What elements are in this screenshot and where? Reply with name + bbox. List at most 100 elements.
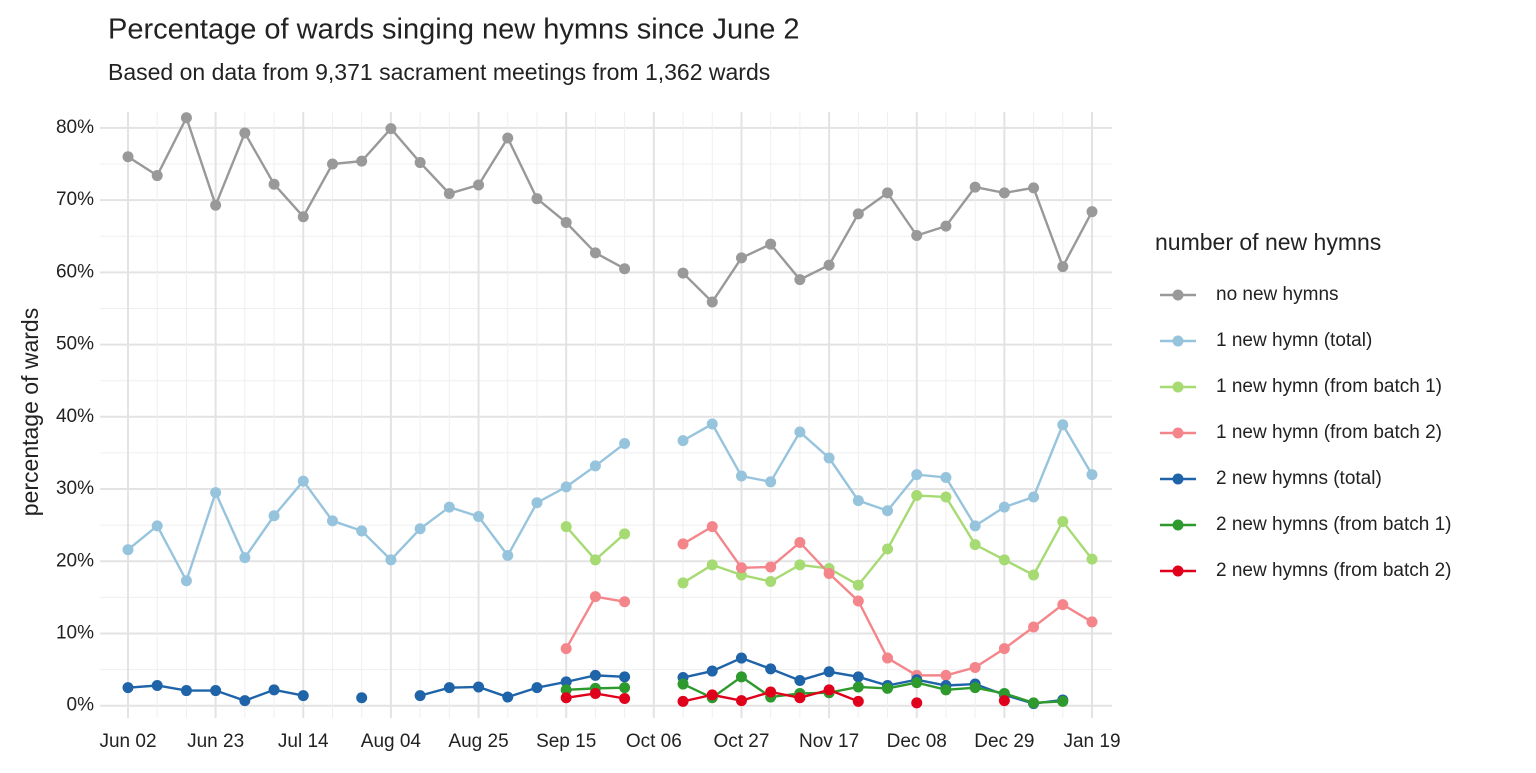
data-point xyxy=(882,505,894,517)
legend-label: 1 new hymn (from batch 1) xyxy=(1216,376,1442,397)
data-point xyxy=(998,501,1010,513)
y-tick-label: 10% xyxy=(56,623,94,644)
data-point xyxy=(765,575,777,587)
legend-marker xyxy=(1172,289,1184,301)
data-point xyxy=(385,554,397,566)
data-point xyxy=(940,471,952,483)
data-point xyxy=(735,252,747,264)
data-point xyxy=(677,577,689,589)
x-tick-label: Oct 27 xyxy=(713,731,769,752)
data-point xyxy=(735,671,747,683)
data-point xyxy=(210,487,222,499)
data-point xyxy=(823,666,835,678)
data-point xyxy=(560,692,572,704)
series-line xyxy=(566,690,1004,702)
data-point xyxy=(122,151,134,163)
data-point xyxy=(706,689,718,701)
series-line xyxy=(566,675,1063,705)
data-point xyxy=(1086,206,1098,218)
data-point xyxy=(502,132,514,144)
x-tick-label: Jan 19 xyxy=(1063,731,1120,752)
data-point xyxy=(180,575,192,587)
data-point xyxy=(765,686,777,698)
data-point xyxy=(1057,419,1069,431)
data-point xyxy=(794,674,806,686)
data-point xyxy=(326,158,338,170)
data-point xyxy=(677,678,689,690)
data-point xyxy=(911,469,923,481)
legend-marker xyxy=(1172,519,1184,531)
data-point xyxy=(239,552,251,564)
data-point xyxy=(940,684,952,696)
data-point xyxy=(356,525,368,537)
data-point xyxy=(589,591,601,603)
data-point xyxy=(794,692,806,704)
legend-marker xyxy=(1172,473,1184,485)
data-point xyxy=(911,230,923,242)
legend-label: no new hymns xyxy=(1216,284,1339,305)
data-point xyxy=(794,426,806,438)
data-point xyxy=(735,652,747,664)
data-point xyxy=(969,661,981,673)
data-point xyxy=(239,127,251,139)
data-point xyxy=(1057,261,1069,273)
data-point xyxy=(473,681,485,693)
data-point xyxy=(794,536,806,548)
data-point xyxy=(502,549,514,561)
data-point xyxy=(326,515,338,527)
data-point xyxy=(589,554,601,566)
data-point xyxy=(210,199,222,211)
data-point xyxy=(998,643,1010,655)
data-point xyxy=(1086,469,1098,481)
data-point xyxy=(765,663,777,675)
data-point xyxy=(502,691,514,703)
data-point xyxy=(619,596,631,608)
data-point xyxy=(823,568,835,580)
data-point xyxy=(940,220,952,232)
y-tick-label: 30% xyxy=(56,478,94,499)
data-point xyxy=(765,561,777,573)
legend-marker xyxy=(1172,381,1184,393)
data-point xyxy=(706,418,718,430)
x-tick-label: Aug 04 xyxy=(361,731,422,752)
data-point xyxy=(1028,491,1040,503)
data-point xyxy=(531,497,543,509)
y-tick-label: 50% xyxy=(56,334,94,355)
data-point xyxy=(589,669,601,681)
data-point xyxy=(385,123,397,135)
data-point xyxy=(794,559,806,571)
data-point xyxy=(560,481,572,493)
data-point xyxy=(619,438,631,450)
data-point xyxy=(677,267,689,279)
data-point xyxy=(911,677,923,689)
data-point xyxy=(706,296,718,308)
legend-label: 2 new hymns (from batch 2) xyxy=(1216,560,1451,581)
data-point xyxy=(297,475,309,487)
legend-marker xyxy=(1172,335,1184,347)
data-point xyxy=(560,676,572,688)
legend-label: 2 new hymns (from batch 1) xyxy=(1216,514,1451,535)
data-point xyxy=(1028,697,1040,709)
legend-label: 2 new hymns (total) xyxy=(1216,468,1382,489)
data-point xyxy=(560,684,572,696)
data-point xyxy=(940,669,952,681)
data-point xyxy=(823,684,835,696)
y-tick-label: 40% xyxy=(56,406,94,427)
legend-marker xyxy=(1172,565,1184,577)
data-point xyxy=(531,193,543,205)
legend-label: 1 new hymn (total) xyxy=(1216,330,1372,351)
data-point xyxy=(998,554,1010,566)
data-point xyxy=(677,695,689,707)
data-point xyxy=(268,684,280,696)
x-tick-label: Jul 14 xyxy=(278,731,329,752)
data-point xyxy=(414,690,426,702)
y-tick-label: 70% xyxy=(56,189,94,210)
data-point xyxy=(911,490,923,502)
data-point xyxy=(823,452,835,464)
legend-title: number of new hymns xyxy=(1155,229,1381,255)
data-point xyxy=(852,579,864,591)
data-point xyxy=(210,685,222,697)
data-point xyxy=(735,562,747,574)
data-point xyxy=(882,652,894,664)
data-point xyxy=(706,665,718,677)
